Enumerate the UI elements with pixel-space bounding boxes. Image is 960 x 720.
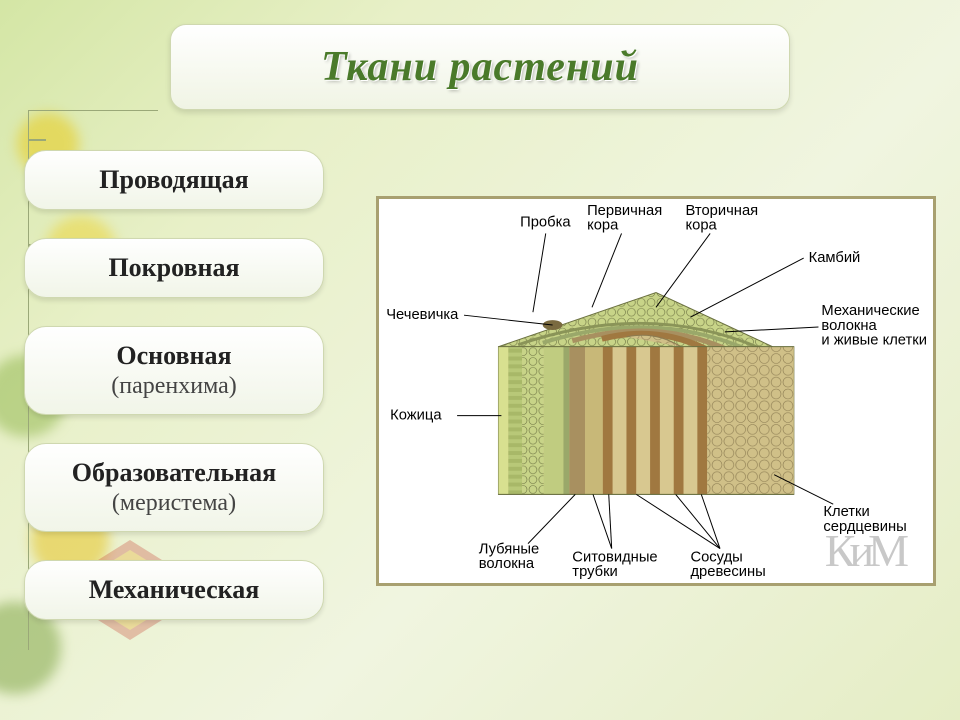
title-banner: Ткани растений <box>170 24 790 110</box>
label-probka: Пробка <box>520 215 571 231</box>
tissue-label: Основная <box>35 341 313 371</box>
tissue-card-meristem: Образовательная (меристема) <box>24 443 324 532</box>
tissue-sublabel: (меристема) <box>35 490 313 517</box>
label-chechevichka: Чечевичка <box>386 307 459 323</box>
label-kozhitsa: Кожица <box>390 408 442 424</box>
label-vtorichnaya-kora: Вторичнаякора <box>686 203 759 234</box>
tissue-label: Покровная <box>35 253 313 283</box>
page-title: Ткани растений <box>321 43 639 91</box>
km-watermark: КиМ <box>825 524 903 577</box>
label-sitovidnye: Ситовидныетрубки <box>572 549 657 580</box>
label-pervichnaya-kora: Первичнаякора <box>587 203 662 234</box>
label-kambiy: Камбий <box>809 250 861 266</box>
tissue-label: Проводящая <box>35 165 313 195</box>
tissue-sublabel: (паренхима) <box>35 373 313 400</box>
tissue-card-covering: Покровная <box>24 238 324 298</box>
label-lubyanye: Лубяныеволокна <box>479 541 539 572</box>
label-mekh-volokna: Механические волокна и живые клетки <box>821 303 927 349</box>
tissue-card-ground: Основная (паренхима) <box>24 326 324 415</box>
tissue-label: Механическая <box>35 575 313 605</box>
tissue-list: Проводящая Покровная Основная (паренхима… <box>24 150 334 648</box>
wedge-front <box>498 347 793 495</box>
stem-cross-section-diagram: Пробка Первичнаякора Вторичнаякора Камби… <box>376 196 936 586</box>
tissue-label: Образовательная <box>35 458 313 488</box>
tissue-card-mechanical: Механическая <box>24 560 324 620</box>
tissue-card-conducting: Проводящая <box>24 150 324 210</box>
label-sosudy: Сосудыдревесины <box>690 549 765 580</box>
